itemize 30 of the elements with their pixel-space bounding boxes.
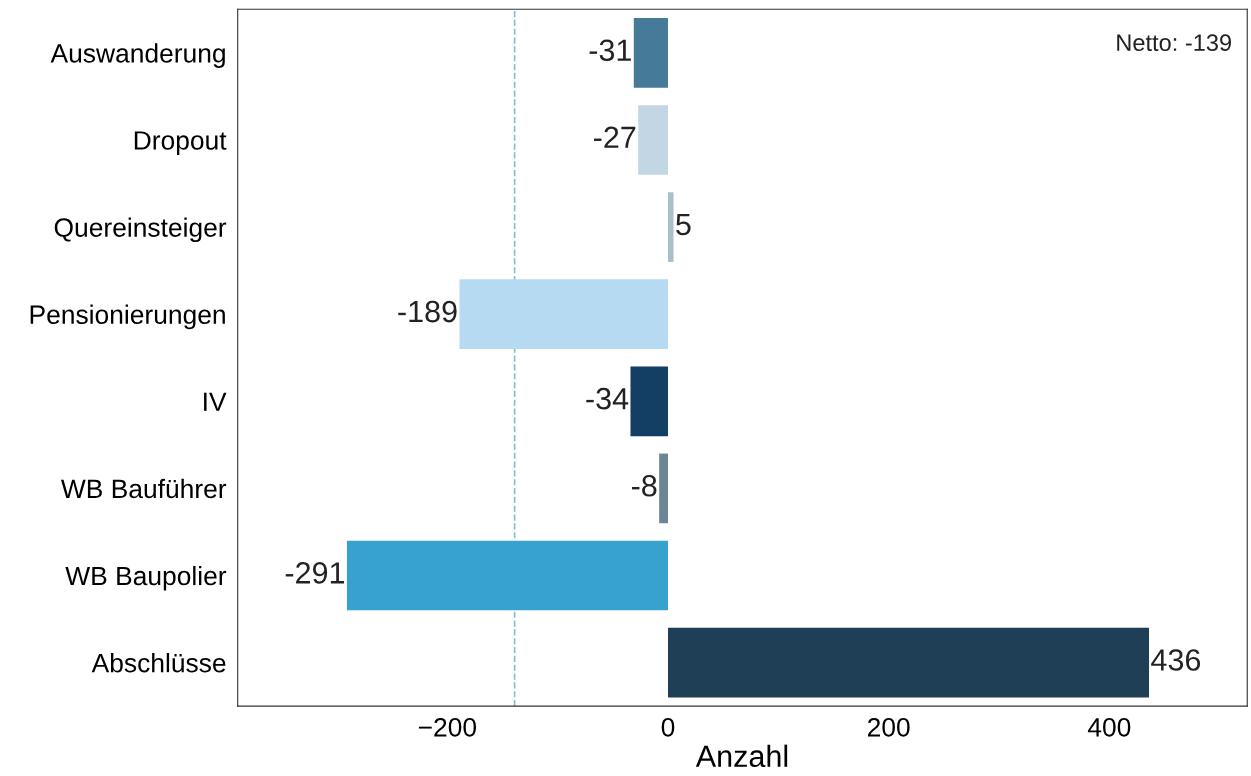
y-tick-label: IV	[204, 392, 227, 411]
data-label: -27	[594, 126, 636, 148]
data-label: -8	[631, 474, 657, 497]
bar	[659, 453, 668, 524]
bar	[667, 192, 674, 262]
y-tick-label: WB Bauführer	[60, 478, 227, 499]
data-label: -34	[586, 387, 629, 410]
x-axis-title: Anzahl	[695, 744, 788, 768]
data-label: -189	[398, 300, 457, 323]
data-label: -31	[589, 39, 631, 62]
data-label: 5	[676, 213, 691, 236]
bar	[630, 366, 668, 437]
y-tick-label: WB Baupolier	[65, 565, 227, 591]
x-tick-label: 0	[661, 717, 675, 737]
data-label: -291	[285, 562, 345, 584]
bar	[346, 540, 668, 611]
x-tick-label: −200	[418, 717, 477, 737]
y-tick-label: Dropout	[134, 131, 227, 156]
bar	[638, 105, 668, 175]
data-label: 436	[1151, 649, 1201, 671]
y-tick-label: Auswanderung	[50, 43, 225, 68]
bar	[459, 279, 668, 350]
y-tick-label: Quereinsteiger	[54, 217, 227, 243]
y-tick-label: Pensionierungen	[30, 304, 225, 330]
y-tick-label: Abschlüsse	[91, 653, 226, 673]
x-tick-label: 400	[1087, 717, 1131, 737]
bar	[667, 627, 1150, 698]
annotation: Netto: -139	[1117, 34, 1231, 52]
bar	[633, 18, 668, 88]
x-tick-label: 200	[867, 717, 910, 737]
